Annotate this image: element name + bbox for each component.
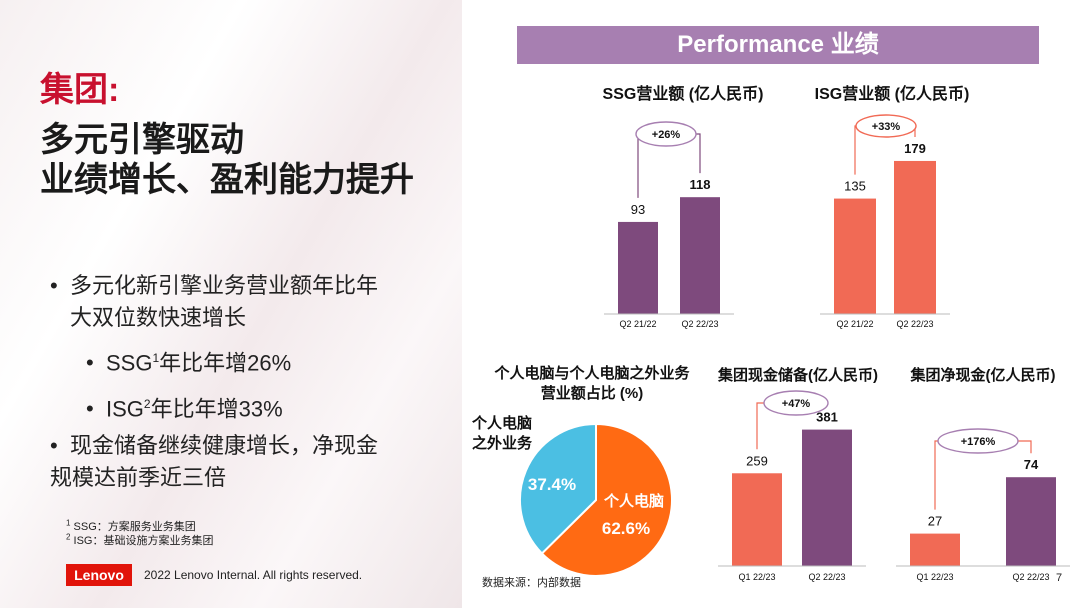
isg-chart-title: ISG营业额 (亿人民币) <box>814 86 970 103</box>
ssg-growth-label: +26% <box>652 129 681 141</box>
left-panel: 集团: 多元引擎驱动 业绩增长、盈利能力提升 • 多元化新引擎业务营业额年比年 大… <box>0 0 462 608</box>
ssg-bar-2 <box>680 197 720 314</box>
pie-slice-2-value-label: 37.4% <box>528 475 576 494</box>
ssg-value-label-1: 93 <box>631 202 645 217</box>
isg-tick-label-2: Q2 22/23 <box>896 319 933 329</box>
isg-growth-bracket-left <box>854 125 856 175</box>
ssg-growth-bracket-right <box>696 133 701 174</box>
isg-tick-label-1: Q2 21/22 <box>836 319 873 329</box>
ssg-value-label-2: 118 <box>690 177 711 192</box>
group-title: 集团: <box>40 71 120 109</box>
bullet-dot: • <box>86 350 94 376</box>
cash-growth-label: +47% <box>782 398 811 410</box>
netcash-tick-label-1: Q1 22/23 <box>916 572 953 582</box>
ssg-growth-bracket-left <box>636 133 639 198</box>
isg-growth-label: +33% <box>872 121 901 133</box>
pie-slice-1-value-label: 62.6% <box>602 519 650 538</box>
performance-header: Performance 业绩 <box>517 26 1039 64</box>
ssg-chart-title: SSG营业额 (亿人民币) <box>602 86 764 103</box>
net-cash-bar-chart: 27 Q1 22/23 74 Q2 22/23 +176% <box>896 428 1070 582</box>
netcash-chart-title: 集团净现金(亿人民币) <box>910 367 1056 384</box>
bullet-cash: • 现金储备继续健康增长，净现金 规模达前季近三倍 <box>50 430 378 494</box>
pie-slice-2 <box>519 422 597 555</box>
pie-outer-label: 个人电脑 之外业务 <box>472 415 533 452</box>
cash-tick-label-1: Q1 22/23 <box>738 572 775 582</box>
isg-value-label-1: 135 <box>844 179 866 194</box>
cash-growth-bracket-left <box>756 402 764 450</box>
bullet-ssg: • SSG1年比年增26% <box>86 342 291 379</box>
cash-value-label-1: 259 <box>746 453 768 468</box>
netcash-growth-label: +176% <box>961 436 996 448</box>
cash-growth-oval <box>763 390 829 416</box>
netcash-growth-bracket-right <box>1018 440 1032 454</box>
cash-value-label-2: 381 <box>816 410 838 425</box>
cash-reserve-bar-chart: 259 Q1 22/23 381 Q2 22/23 +47% <box>718 390 866 582</box>
ssg-bar-1 <box>618 221 658 314</box>
ssg-bar-chart: 93 Q2 21/22 118 Q2 22/23 +26% <box>604 121 734 329</box>
netcash-value-label-1: 27 <box>928 514 942 529</box>
copyright-notice: 2022 Lenovo Internal. All rights reserve… <box>144 568 363 582</box>
netcash-bar-1 <box>910 533 960 566</box>
pie-slice-1 <box>540 422 673 577</box>
isg-bar-2 <box>894 160 936 314</box>
pc-share-pie-chart: 个人电脑 62.6% 37.4% <box>519 422 673 577</box>
isg-bar-chart: 135 Q2 21/22 179 Q2 22/23 +33% <box>820 114 950 329</box>
pie-chart-title: 个人电脑与个人电脑之外业务 营业额占比 (%) <box>494 365 690 402</box>
page-number: 7 <box>1056 572 1063 584</box>
bullet-dot: • <box>86 396 94 422</box>
lenovo-logo: Lenovo <box>66 564 132 586</box>
netcash-tick-label-2: Q2 22/23 <box>1012 572 1049 582</box>
bullet-new-engines: • 多元化新引擎业务营业额年比年 大双位数快速增长 <box>50 270 378 334</box>
bullet-dot: • <box>50 433 58 458</box>
cash-bar-1 <box>732 473 782 566</box>
cash-tick-label-2: Q2 22/23 <box>808 572 845 582</box>
isg-growth-oval <box>855 114 917 138</box>
bullet-isg: • ISG2年比年增33% <box>86 388 283 425</box>
ssg-tick-label-1: Q2 21/22 <box>619 319 656 329</box>
cash-chart-title: 集团现金储备(亿人民币) <box>718 367 878 384</box>
ssg-growth-oval <box>635 121 697 147</box>
isg-value-label-2: 179 <box>904 141 926 156</box>
netcash-growth-oval <box>937 428 1019 454</box>
ssg-tick-label-2: Q2 22/23 <box>681 319 718 329</box>
headline-line-1: 多元引擎驱动 <box>40 121 244 159</box>
bullet-dot: • <box>50 273 58 298</box>
isg-bar-1 <box>834 198 876 314</box>
pie-slice-1-name-label: 个人电脑 <box>603 492 664 510</box>
netcash-growth-bracket-left <box>934 440 938 510</box>
footnote-isg: 2 ISG：基础设施方案业务集团 <box>66 532 214 547</box>
cash-bar-2 <box>802 429 852 566</box>
netcash-value-label-2: 74 <box>1024 457 1039 472</box>
data-source-note: 数据来源：内部数据 <box>482 577 581 589</box>
netcash-bar-2 <box>1006 477 1056 566</box>
headline-line-2: 业绩增长、盈利能力提升 <box>40 161 414 199</box>
footnote-ssg: 1 SSG：方案服务业务集团 <box>66 518 196 533</box>
